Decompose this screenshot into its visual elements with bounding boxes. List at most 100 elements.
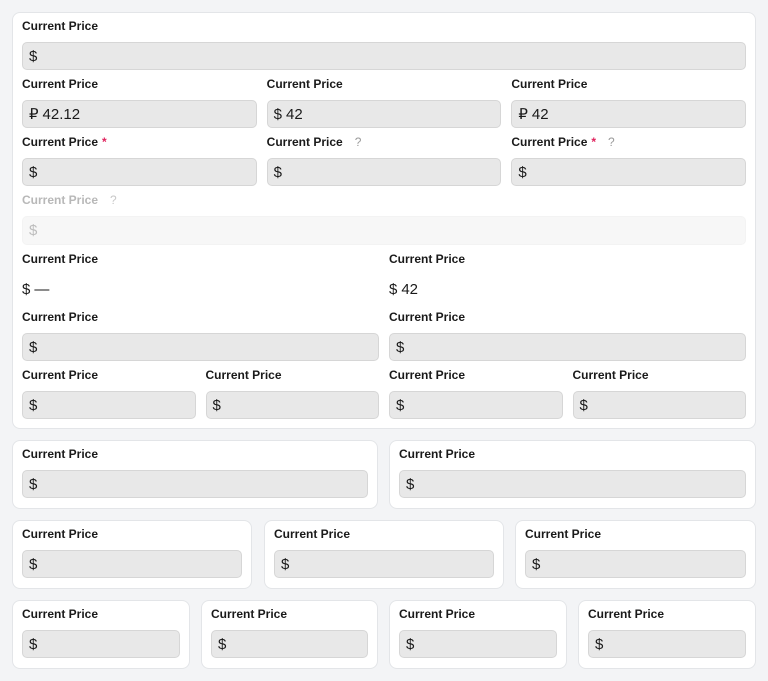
form-row: Current Price $	[399, 446, 746, 498]
price-input[interactable]: $	[266, 158, 502, 186]
price-field: Current Price $	[22, 18, 746, 70]
form-card: Current Price $	[578, 600, 756, 669]
field-label: Current Price	[22, 251, 379, 267]
form-row: Current Price $	[22, 606, 180, 658]
price-input[interactable]: $	[22, 391, 196, 419]
price-field: Current Price $	[211, 606, 368, 658]
currency-prefix: ₽	[518, 106, 528, 123]
price-field: Current Price $	[274, 526, 494, 578]
currency-prefix: $	[22, 280, 31, 298]
price-input[interactable]: $	[274, 550, 494, 578]
price-field: Current Price *? $	[511, 134, 747, 186]
price-input[interactable]: $	[22, 630, 180, 658]
price-input[interactable]: $	[399, 470, 746, 498]
price-input[interactable]: $42	[266, 100, 502, 128]
form-card: Current Price $	[12, 520, 252, 589]
price-input[interactable]: $	[588, 630, 746, 658]
price-input[interactable]: $	[22, 42, 746, 70]
form-row: Current Price $	[22, 446, 368, 498]
label-text: Current Price	[22, 527, 99, 541]
price-field: Current Price $	[22, 526, 242, 578]
form-row: Current Price * $ Current Price? $ Current Pr…	[22, 134, 747, 186]
currency-prefix: $	[595, 635, 604, 653]
price-input: $	[22, 216, 746, 245]
label-text: Current Price	[389, 252, 466, 266]
field-label: Current Price	[22, 526, 242, 542]
label-text: Current Price	[572, 368, 649, 382]
currency-prefix: $	[212, 396, 221, 414]
form-card: Current Price $	[389, 600, 567, 669]
price-input[interactable]: $	[205, 391, 379, 419]
label-text: Current Price	[266, 135, 343, 149]
label-text: Current Price	[389, 368, 466, 382]
field-label: Current Price	[22, 606, 180, 622]
price-field: Current Price $42	[389, 251, 746, 303]
label-text: Current Price	[22, 77, 99, 91]
form-row: Current Price $	[525, 526, 746, 578]
label-text: Current Price	[205, 368, 282, 382]
price-field: Current Price ₽42	[511, 76, 747, 128]
currency-prefix: $	[273, 163, 283, 181]
price-field: Current Price? $	[22, 192, 746, 245]
value-text: —	[34, 280, 50, 298]
help-icon[interactable]: ?	[608, 135, 615, 149]
label-text: Current Price	[511, 135, 588, 149]
price-input[interactable]: $	[22, 333, 379, 361]
price-input[interactable]: ₽42.12	[22, 100, 257, 128]
currency-prefix: $	[29, 475, 38, 493]
field-label: Current Price	[206, 367, 380, 383]
price-field: Current Price $	[22, 606, 180, 658]
price-input[interactable]: ₽42	[511, 100, 747, 128]
currency-prefix: $	[273, 105, 283, 123]
form-card: Current Price $	[515, 520, 756, 589]
price-input[interactable]: $	[389, 391, 563, 419]
price-field: Current Price $	[389, 367, 563, 419]
label-text: Current Price	[274, 527, 351, 541]
price-input[interactable]: $	[525, 550, 746, 578]
form-row: Current Price $	[588, 606, 746, 658]
form-row: Current Price $	[22, 18, 746, 70]
label-text: Current Price	[22, 135, 99, 149]
form-card: Current Price $ Current Price ₽42.12 Current…	[12, 12, 756, 429]
price-value: $42	[389, 275, 746, 303]
field-label: Current Price?	[22, 192, 746, 208]
form-card: Current Price $	[264, 520, 504, 589]
label-text: Current Price	[22, 447, 99, 461]
field-label: Current Price	[22, 446, 368, 462]
form-row: Current Price $	[211, 606, 368, 658]
price-input[interactable]: $	[22, 158, 257, 186]
label-text: Current Price	[511, 77, 588, 91]
field-label: Current Price	[274, 526, 494, 542]
value-text: 42.12	[42, 105, 81, 123]
field-label: Current Price?	[267, 134, 502, 150]
currency-prefix: $	[396, 338, 405, 356]
price-input[interactable]: $	[389, 333, 746, 361]
help-icon[interactable]: ?	[354, 135, 362, 149]
help-icon[interactable]: ?	[110, 193, 117, 207]
price-field: Current Price $ —	[22, 251, 379, 303]
field-label: Current Price	[525, 526, 746, 542]
currency-prefix: $	[518, 163, 527, 181]
currency-prefix: $	[406, 475, 415, 493]
price-field: Current Price $42	[266, 76, 502, 128]
label-text: Current Price	[211, 607, 288, 621]
currency-prefix: $	[29, 163, 38, 181]
price-field: Current Price $	[572, 367, 746, 419]
currency-prefix: $	[218, 635, 227, 653]
price-input[interactable]: $	[211, 630, 368, 658]
field-label: Current Price	[399, 606, 557, 622]
field-label: Current Price *?	[511, 134, 746, 150]
price-input[interactable]: $	[511, 158, 747, 186]
price-input[interactable]: $	[22, 550, 242, 578]
price-input[interactable]: $	[399, 630, 557, 658]
price-input[interactable]: $	[22, 470, 368, 498]
price-input[interactable]: $	[572, 391, 746, 419]
price-field: Current Price $	[588, 606, 746, 658]
currency-prefix: $	[532, 555, 541, 573]
price-field: Current Price $	[22, 446, 368, 498]
price-field: Current Price $	[399, 606, 557, 658]
currency-prefix: $	[281, 555, 290, 573]
form-row: Current Price $	[22, 526, 242, 578]
field-label: Current Price	[22, 76, 257, 92]
label-text: Current Price	[266, 77, 343, 91]
